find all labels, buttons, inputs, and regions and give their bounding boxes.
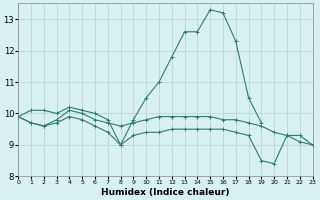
- X-axis label: Humidex (Indice chaleur): Humidex (Indice chaleur): [101, 188, 230, 197]
